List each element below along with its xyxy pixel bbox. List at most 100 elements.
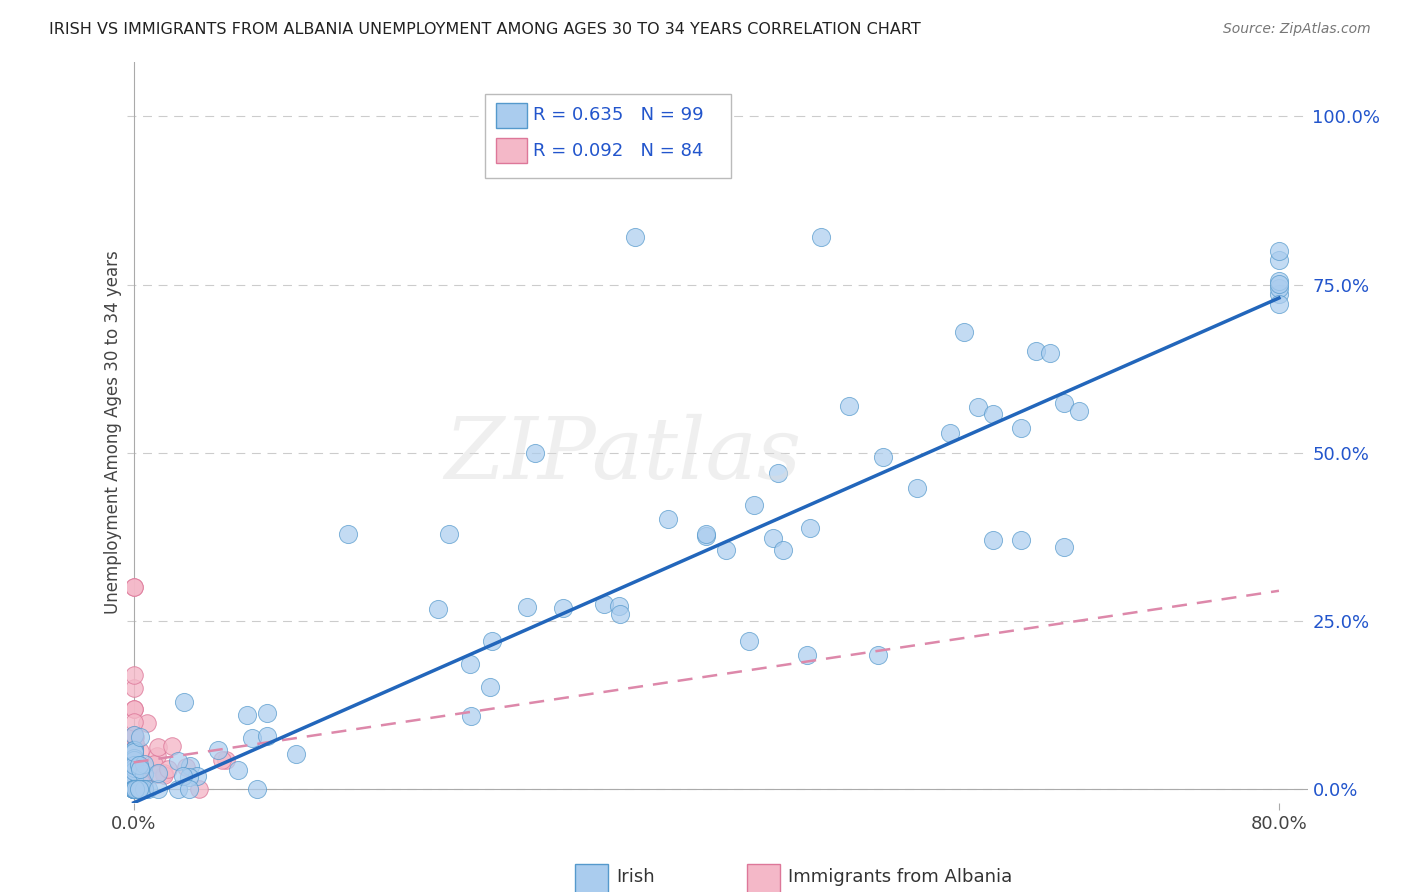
Point bbox=[695, 526, 717, 541]
Point bbox=[122, 782, 145, 797]
Point bbox=[460, 657, 482, 672]
Point bbox=[938, 426, 960, 441]
Point bbox=[122, 782, 145, 797]
Point bbox=[766, 466, 789, 480]
Point bbox=[523, 446, 546, 460]
Text: Irish: Irish bbox=[617, 868, 655, 886]
Point bbox=[1067, 404, 1090, 418]
Point bbox=[122, 753, 145, 767]
Point bbox=[122, 777, 145, 791]
Point bbox=[516, 599, 538, 614]
Point bbox=[426, 602, 449, 616]
Point bbox=[124, 731, 146, 745]
Point bbox=[134, 778, 156, 792]
Point bbox=[156, 762, 179, 776]
Point bbox=[122, 780, 145, 795]
Point bbox=[122, 728, 145, 742]
Point bbox=[122, 581, 145, 595]
Point bbox=[122, 748, 145, 763]
Point bbox=[211, 753, 233, 767]
Point bbox=[122, 782, 145, 797]
Point bbox=[128, 760, 150, 774]
Point bbox=[132, 767, 155, 781]
Point bbox=[810, 230, 832, 244]
Point bbox=[124, 782, 146, 797]
Point bbox=[1268, 277, 1291, 292]
Point bbox=[134, 782, 156, 797]
Point bbox=[179, 782, 201, 797]
Point bbox=[607, 599, 630, 613]
Text: R = 0.092   N = 84: R = 0.092 N = 84 bbox=[533, 142, 703, 160]
Point bbox=[695, 529, 717, 543]
Text: Source: ZipAtlas.com: Source: ZipAtlas.com bbox=[1223, 22, 1371, 37]
Point bbox=[122, 780, 145, 794]
Point bbox=[122, 782, 145, 797]
Point bbox=[122, 782, 145, 797]
Point bbox=[122, 782, 145, 797]
Point bbox=[122, 764, 145, 778]
Point bbox=[122, 757, 145, 772]
Point bbox=[799, 520, 821, 534]
Point bbox=[122, 742, 145, 756]
Point bbox=[122, 782, 145, 797]
Point bbox=[122, 779, 145, 793]
Point bbox=[284, 747, 307, 761]
Y-axis label: Unemployment Among Ages 30 to 34 years: Unemployment Among Ages 30 to 34 years bbox=[104, 251, 122, 615]
Point bbox=[127, 782, 149, 797]
Point bbox=[122, 729, 145, 743]
Text: IRISH VS IMMIGRANTS FROM ALBANIA UNEMPLOYMENT AMONG AGES 30 TO 34 YEARS CORRELAT: IRISH VS IMMIGRANTS FROM ALBANIA UNEMPLO… bbox=[49, 22, 921, 37]
Point bbox=[122, 782, 145, 797]
Point bbox=[772, 542, 794, 557]
Point bbox=[796, 648, 818, 662]
Point bbox=[256, 729, 278, 743]
Point bbox=[1268, 281, 1291, 295]
Point bbox=[129, 775, 152, 789]
Point bbox=[132, 782, 155, 797]
Point bbox=[122, 757, 145, 772]
Point bbox=[478, 681, 501, 695]
Point bbox=[122, 772, 145, 787]
Point bbox=[188, 781, 211, 796]
Point bbox=[174, 759, 197, 773]
Point bbox=[122, 753, 145, 767]
Point bbox=[122, 751, 145, 765]
Point bbox=[122, 772, 145, 786]
Point bbox=[122, 777, 145, 791]
Point bbox=[236, 708, 259, 723]
Point bbox=[143, 757, 166, 772]
Point bbox=[122, 756, 145, 771]
Point bbox=[122, 780, 145, 794]
Point bbox=[122, 782, 145, 797]
Point bbox=[226, 763, 249, 777]
Point bbox=[1268, 297, 1291, 311]
Point bbox=[122, 748, 145, 763]
Point bbox=[122, 782, 145, 797]
Point bbox=[122, 782, 145, 797]
Point bbox=[122, 782, 145, 797]
Point bbox=[122, 732, 145, 747]
Point bbox=[623, 230, 645, 244]
Point bbox=[122, 780, 145, 794]
Point bbox=[122, 769, 145, 783]
Point bbox=[1268, 252, 1291, 267]
Point bbox=[145, 766, 167, 780]
Point bbox=[742, 498, 765, 512]
Point bbox=[122, 734, 145, 748]
Point bbox=[240, 731, 263, 745]
Point bbox=[153, 766, 176, 780]
Point bbox=[172, 769, 194, 783]
Point bbox=[122, 739, 145, 753]
Point bbox=[122, 755, 145, 769]
Point bbox=[437, 526, 460, 541]
Point bbox=[122, 762, 145, 776]
Point bbox=[122, 782, 145, 797]
Point bbox=[1053, 396, 1076, 410]
Point bbox=[460, 708, 482, 723]
Point bbox=[122, 782, 145, 797]
Point bbox=[128, 744, 150, 758]
Point bbox=[122, 756, 145, 770]
Point bbox=[122, 758, 145, 772]
Point bbox=[122, 764, 145, 778]
Point bbox=[122, 782, 145, 797]
Point bbox=[128, 730, 150, 744]
